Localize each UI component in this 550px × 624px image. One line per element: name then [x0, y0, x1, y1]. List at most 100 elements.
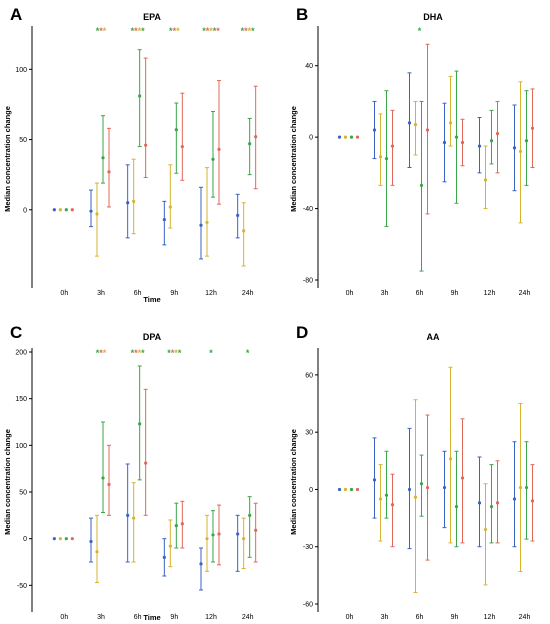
median-point [236, 213, 240, 217]
series-blue [337, 72, 517, 192]
x-tick-label: 9h [451, 614, 459, 621]
median-point [337, 487, 342, 492]
median-point [442, 140, 447, 145]
series-green [349, 441, 529, 548]
median-point [242, 229, 246, 233]
median-point [211, 157, 215, 161]
median-point [419, 482, 424, 486]
series-green [64, 49, 252, 212]
median-point [495, 501, 500, 505]
series-yellow [58, 158, 246, 267]
median-point [355, 135, 360, 139]
y-tick-label: -40 [303, 206, 313, 213]
significance-marker: *** [96, 26, 107, 36]
median-point [70, 537, 74, 541]
y-tick-label: 0 [23, 207, 27, 214]
median-point [489, 139, 494, 143]
median-point [530, 499, 535, 503]
median-point [168, 544, 172, 548]
series-red [355, 43, 535, 215]
median-point [530, 126, 535, 130]
median-point [52, 208, 56, 212]
y-tick-label: 150 [15, 396, 27, 403]
median-point [95, 212, 99, 216]
x-tick-label: 9h [170, 290, 178, 297]
series-blue [337, 427, 517, 550]
median-point [454, 135, 459, 139]
median-point [489, 505, 494, 509]
median-point [407, 121, 412, 125]
x-tick-label: 6h [134, 290, 142, 297]
median-point [372, 128, 377, 132]
x-tick-label: 0h [346, 614, 354, 621]
y-tick-label: 100 [15, 67, 27, 74]
median-point [384, 493, 389, 497]
median-point [343, 135, 348, 139]
x-tick-label: 6h [416, 614, 424, 621]
median-point [168, 205, 172, 209]
median-point [524, 485, 529, 490]
median-point [144, 461, 148, 465]
median-point [217, 532, 221, 536]
x-tick-label: 12h [205, 614, 217, 621]
median-point [64, 537, 68, 541]
y-tick-label: 0 [309, 135, 313, 142]
median-point [390, 144, 395, 148]
significance-marker: **** [241, 26, 256, 36]
median-point [217, 147, 221, 151]
median-point [337, 135, 342, 139]
median-point [126, 513, 130, 517]
median-point [132, 516, 136, 520]
median-point [126, 201, 130, 205]
median-point [372, 478, 377, 482]
significance-marker: * [246, 348, 250, 358]
median-point [477, 144, 482, 148]
median-point [162, 555, 166, 559]
x-tick-label: 12h [484, 290, 496, 297]
median-point [138, 422, 142, 426]
panel-d: D AA -60 -30 0 30 60 Median concentration chang… [289, 323, 535, 621]
median-point [390, 503, 395, 507]
median-point [101, 476, 105, 480]
median-point [343, 487, 348, 492]
median-point [144, 143, 148, 147]
median-point [425, 128, 430, 132]
x-tick-label: 6h [134, 614, 142, 621]
median-point [254, 135, 258, 139]
median-point [199, 223, 203, 227]
x-tick-label: 9h [170, 614, 178, 621]
x-axis-label: Time [143, 295, 160, 304]
series-red [70, 57, 258, 212]
x-tick-label: 9h [451, 290, 459, 297]
x-tick-label: 24h [242, 614, 254, 621]
x-tick-label: 0h [60, 614, 68, 621]
x-tick-label: 24h [519, 614, 531, 621]
y-axis-label: Median concentration change [289, 106, 298, 212]
median-point [483, 178, 488, 182]
median-point [448, 121, 453, 125]
y-axis-label: Median concentration change [3, 429, 12, 535]
median-point [199, 562, 203, 566]
x-tick-label: 3h [97, 614, 105, 621]
significance-marker: * [209, 348, 213, 358]
series-yellow [343, 366, 523, 594]
x-tick-label: 3h [381, 614, 389, 621]
median-point [180, 144, 184, 149]
y-tick-label: -50 [17, 583, 27, 590]
median-point [138, 94, 142, 98]
series-blue [52, 164, 240, 260]
median-point [89, 209, 93, 213]
significance-marker: * [418, 26, 422, 36]
median-point [384, 156, 389, 161]
significance-marker: **** [131, 26, 146, 36]
median-point [512, 146, 517, 150]
y-tick-label: -60 [303, 602, 313, 609]
x-tick-label: 0h [346, 290, 354, 297]
series-yellow [343, 75, 523, 224]
median-point [248, 513, 252, 517]
median-point [349, 487, 354, 492]
median-point [448, 457, 453, 461]
median-point [58, 208, 62, 212]
median-point [419, 183, 424, 187]
